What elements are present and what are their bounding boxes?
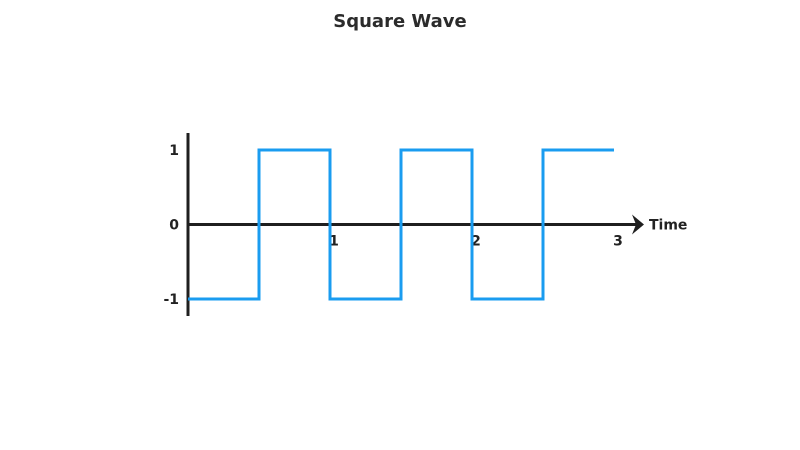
series-group — [188, 148, 614, 301]
x-tick-label: 2 — [471, 234, 481, 250]
y-tick-label: 1 — [169, 143, 179, 159]
square-wave-line — [188, 148, 614, 301]
y-tick-label: 0 — [169, 218, 179, 234]
x-axis-arrowhead — [632, 214, 644, 235]
axes-group: Time — [186, 133, 687, 316]
chart-title: Square Wave — [333, 11, 466, 32]
y-tick-labels: 1 0 -1 — [163, 143, 179, 308]
x-tick-labels: 1 2 3 — [329, 234, 623, 250]
x-axis-label: Time — [649, 218, 687, 234]
y-tick-label: -1 — [163, 292, 179, 308]
x-tick-label: 1 — [329, 234, 339, 250]
x-tick-label: 3 — [613, 234, 623, 250]
